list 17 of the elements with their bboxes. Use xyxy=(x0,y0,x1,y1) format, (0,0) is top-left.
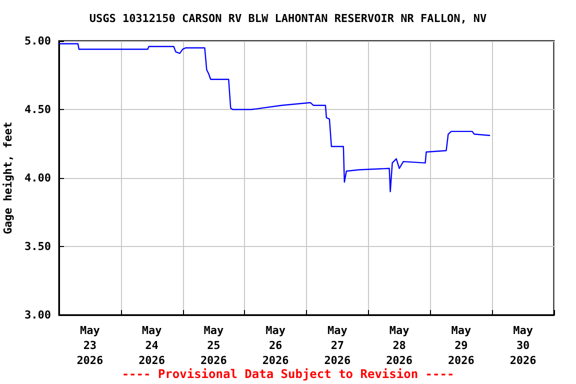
x-tick-label: May 25 2026 xyxy=(200,324,228,367)
y-tick-label: 5.00 xyxy=(24,34,51,48)
line-series xyxy=(58,43,491,192)
x-tick-label: May 27 2026 xyxy=(324,324,352,367)
x-tick-label: May 26 2026 xyxy=(262,324,290,367)
x-tick-label: May 23 2026 xyxy=(76,324,104,367)
y-tick-label: 3.50 xyxy=(24,240,51,253)
y-tick-label: 4.50 xyxy=(24,103,51,116)
text: ---- Provisional Data Subject to Revision ---- xyxy=(122,367,454,381)
x-tick-label: May 29 2026 xyxy=(448,324,475,367)
x-tick-label: May 28 2026 xyxy=(386,324,413,367)
chart-title: USGS 10312150 CARSON RV BLW LAHONTAN RESERVOIR NR FALLON, NV xyxy=(89,12,488,25)
y-tick-label: 3.00 xyxy=(24,308,51,322)
x-tick-label: May 24 2026 xyxy=(138,324,166,367)
y-axis-title: Gage height, feet xyxy=(2,122,15,234)
y-tick-label: 4.00 xyxy=(24,172,51,184)
x-tick-label: May 30 2026 xyxy=(510,324,537,367)
